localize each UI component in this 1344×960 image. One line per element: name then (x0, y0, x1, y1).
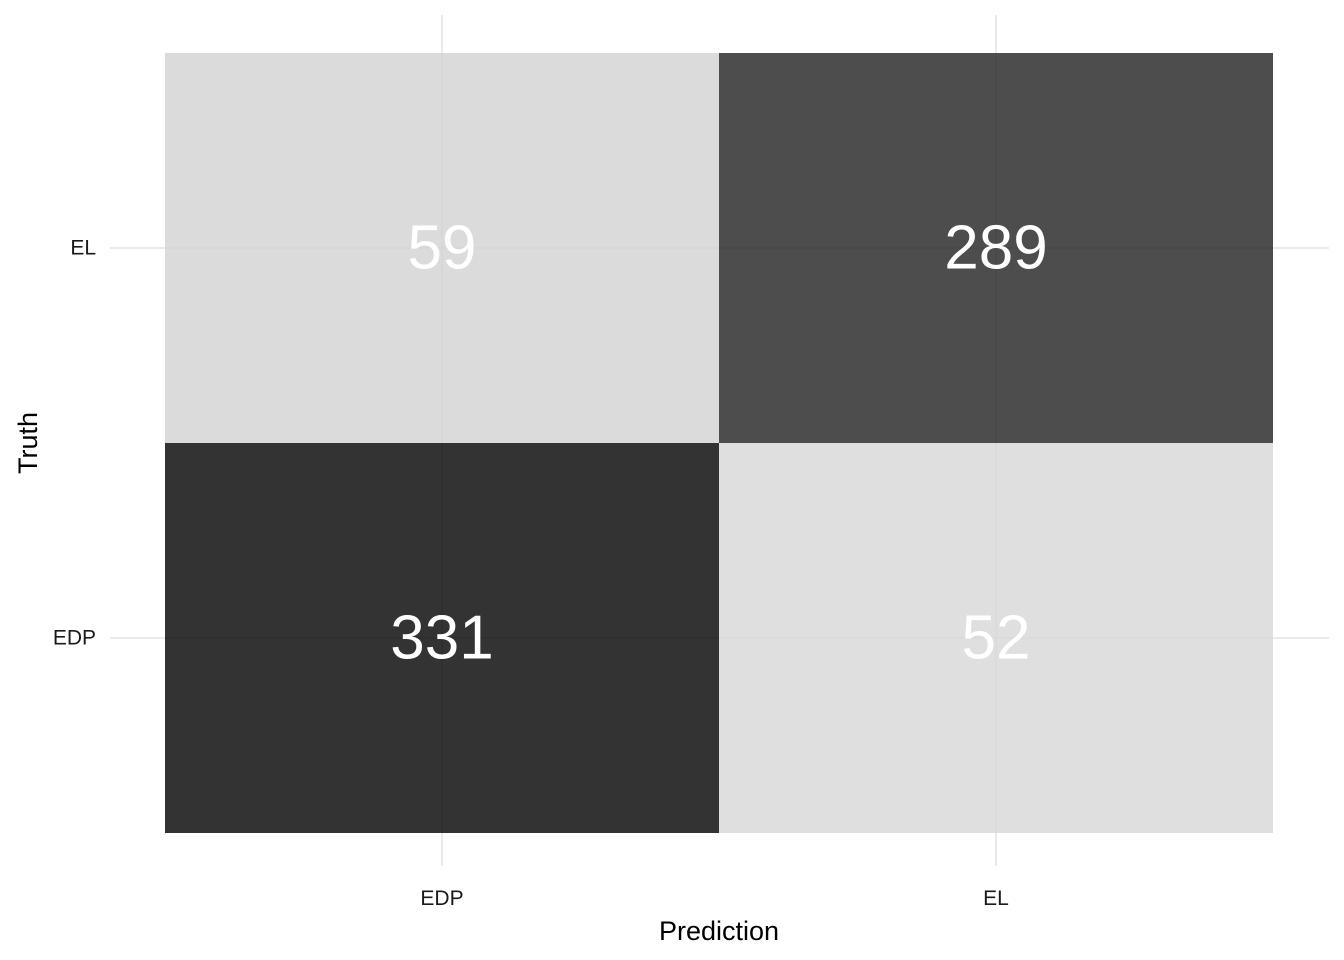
cell-value-label: 59 (408, 214, 477, 283)
x-tick-label: EDP (420, 887, 463, 910)
cell-value-label: 331 (390, 604, 493, 673)
x-axis-title: Prediction (659, 916, 779, 946)
cell-value-label: 52 (962, 604, 1031, 673)
heatmap-cell (719, 443, 1273, 833)
x-tick-label: EL (983, 887, 1009, 910)
heatmap-cell (165, 443, 719, 833)
y-tick-label: EL (70, 237, 96, 260)
cell-value-label: 289 (944, 214, 1047, 283)
y-tick-label: EDP (53, 627, 96, 650)
y-axis-title: Truth (13, 412, 43, 474)
heatmap-cell (719, 53, 1273, 443)
cell-value-labels: 59 289 331 52 (390, 214, 1047, 673)
axis-tick-labels: EDP EL EDP EL (53, 237, 1009, 911)
heatmap-cells (165, 53, 1273, 833)
heatmap-cell (165, 53, 719, 443)
